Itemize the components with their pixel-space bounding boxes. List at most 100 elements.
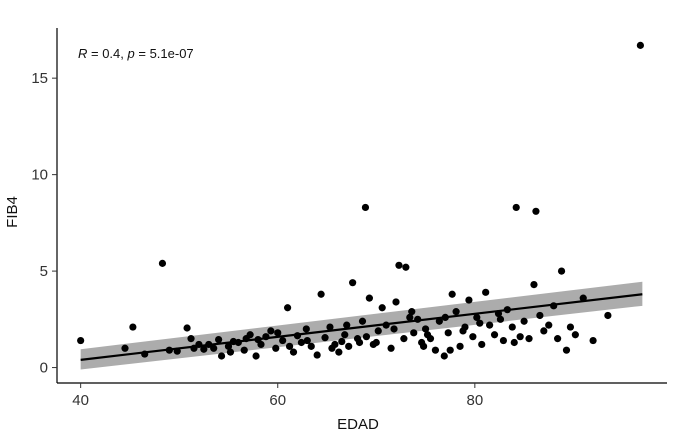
data-point <box>490 331 499 339</box>
x-axis-title: EDAD <box>337 416 379 433</box>
data-point <box>372 338 380 347</box>
x-tick-label: 60 <box>269 392 286 409</box>
data-point <box>525 335 533 343</box>
regression-line <box>80 293 643 361</box>
data-point <box>326 323 334 331</box>
data-point <box>459 327 467 335</box>
data-point <box>636 41 644 49</box>
data-point <box>217 352 226 360</box>
data-point <box>520 317 528 325</box>
data-point <box>557 267 566 275</box>
data-point <box>321 334 329 342</box>
data-point <box>545 321 553 329</box>
regression-line-layer <box>80 293 643 361</box>
data-point <box>302 325 310 333</box>
data-point <box>465 296 473 304</box>
data-point <box>77 336 85 345</box>
data-point <box>365 294 373 302</box>
data-point <box>272 344 280 352</box>
data-point <box>448 290 456 298</box>
data-point <box>240 346 248 354</box>
data-point <box>589 336 597 345</box>
data-point <box>423 331 432 339</box>
data-point <box>328 344 336 352</box>
data-point <box>402 263 410 271</box>
y-axis-title: FIB4 <box>4 196 21 228</box>
data-point <box>338 337 346 346</box>
data-point <box>283 304 292 312</box>
data-point <box>435 317 443 325</box>
data-point <box>440 352 448 360</box>
data-point <box>303 336 311 345</box>
data-point <box>313 351 321 359</box>
data-point <box>378 304 386 312</box>
axes-layer: 40 60 80 0 5 10 15 <box>31 28 667 409</box>
data-point <box>362 333 371 341</box>
data-point <box>307 342 315 350</box>
data-point <box>274 329 282 337</box>
data-point <box>341 331 349 339</box>
data-point <box>408 308 416 316</box>
data-point <box>516 333 524 341</box>
x-tick-label: 80 <box>466 392 483 409</box>
data-point <box>508 323 516 331</box>
data-point <box>267 327 275 335</box>
data-point <box>121 344 129 352</box>
data-point <box>297 338 305 347</box>
data-point <box>452 308 460 316</box>
data-point <box>473 313 481 322</box>
data-point <box>183 324 191 332</box>
data-point <box>444 329 452 337</box>
data-point <box>406 313 414 322</box>
data-point <box>343 321 351 329</box>
data-point <box>129 323 137 331</box>
data-point <box>469 333 477 341</box>
data-point <box>392 298 400 306</box>
data-point <box>421 325 430 333</box>
data-point <box>419 342 428 350</box>
data-point <box>486 321 494 329</box>
data-point <box>387 344 395 352</box>
data-point <box>571 331 579 339</box>
data-point <box>536 311 544 320</box>
data-point <box>215 335 223 344</box>
data-point <box>358 317 367 325</box>
data-point <box>158 259 167 267</box>
confidence-band <box>80 281 643 370</box>
data-point <box>224 342 233 350</box>
data-point <box>540 327 548 335</box>
data-point <box>279 336 287 345</box>
data-point <box>554 335 562 343</box>
data-point <box>317 290 325 298</box>
data-point <box>562 346 571 354</box>
data-point <box>482 288 490 296</box>
y-tick-label: 15 <box>31 70 48 87</box>
data-point <box>395 261 403 269</box>
x-tick-label: 40 <box>72 392 89 409</box>
data-point <box>410 329 418 337</box>
data-point <box>285 342 294 350</box>
data-point <box>566 323 575 331</box>
y-tick-label: 10 <box>31 167 48 184</box>
data-point <box>335 348 343 356</box>
data-point <box>200 345 208 353</box>
data-point <box>349 279 357 287</box>
data-point <box>187 335 195 343</box>
data-point <box>456 342 464 350</box>
data-point <box>512 203 520 212</box>
data-point <box>361 203 370 212</box>
y-tick-label: 5 <box>40 263 48 280</box>
data-points-layer <box>77 41 644 360</box>
data-point <box>532 207 540 215</box>
data-point <box>446 346 454 354</box>
data-point <box>431 346 440 354</box>
data-point <box>400 335 408 343</box>
data-point <box>604 311 612 320</box>
data-point <box>210 344 218 352</box>
data-point <box>499 336 508 345</box>
correlation-annotation: R = 0.4, p = 5.1e-07 <box>78 46 194 61</box>
data-point <box>289 348 298 356</box>
data-point <box>496 315 505 323</box>
data-point <box>345 342 353 350</box>
